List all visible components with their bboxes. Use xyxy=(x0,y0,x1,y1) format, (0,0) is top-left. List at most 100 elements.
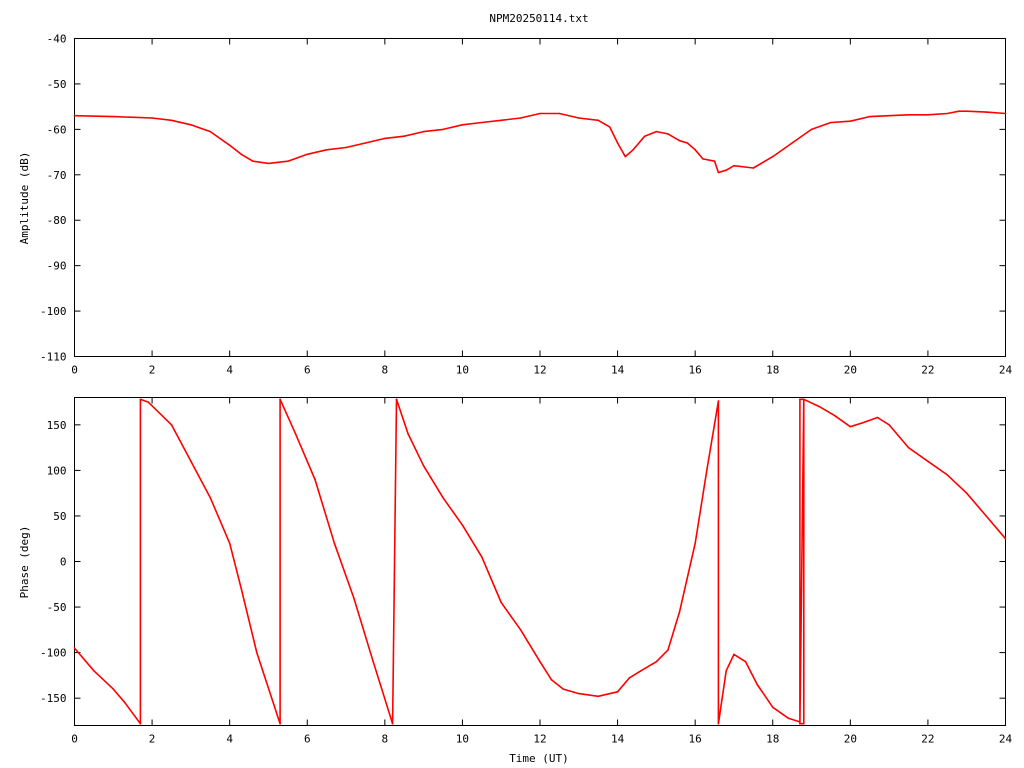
amplitude-data-point xyxy=(539,112,541,115)
amplitude-data-point xyxy=(228,144,231,147)
phase-data-point xyxy=(294,433,297,435)
phase-data-point xyxy=(772,706,774,709)
amplitude-x-tick-label: 4 xyxy=(226,364,233,377)
phase-data-point xyxy=(519,629,522,631)
amplitude-panel: Amplitude (dB) 0 2 4 6 8 10 12 14 16 18 20 22 24-40-… xyxy=(18,33,1012,377)
amplitude-data-point xyxy=(702,158,704,160)
phase-x-tick-label: 4 xyxy=(226,733,233,746)
phase-data-point xyxy=(147,401,149,403)
amplitude-data-point xyxy=(306,153,309,156)
phase-data-point xyxy=(562,688,565,690)
amplitude-data-point xyxy=(632,149,634,151)
phase-plot-frame xyxy=(74,397,1006,726)
phase-data-point xyxy=(907,446,910,449)
amplitude-x-tick-label: 20 xyxy=(844,364,857,377)
phase-data-point xyxy=(640,670,642,672)
phase-data-point xyxy=(985,515,987,517)
phase-data-point xyxy=(240,588,243,590)
amplitude-data-point xyxy=(830,121,832,124)
phase-data-point xyxy=(112,688,115,690)
phase-data-point xyxy=(876,416,879,419)
amplitude-data-point xyxy=(252,160,254,162)
amplitude-data-point xyxy=(209,130,212,133)
amplitude-x-tick-label: 24 xyxy=(999,364,1013,377)
phase-data-point xyxy=(139,398,142,401)
amplitude-data-point xyxy=(461,124,464,126)
amplitude-data-point xyxy=(267,162,270,165)
phase-x-tick-label: 24 xyxy=(999,733,1013,746)
phase-x-tick-label: 20 xyxy=(844,733,857,746)
amplitude-data-point xyxy=(1004,112,1007,115)
amplitude-x-tick-label: 0 xyxy=(71,364,78,377)
phase-data-point xyxy=(787,717,790,719)
amplitude-x-tick-label: 10 xyxy=(456,364,469,377)
amplitude-x-tick-label: 16 xyxy=(689,364,702,377)
phase-data-point xyxy=(422,465,425,467)
amplitude-data-point xyxy=(500,119,503,122)
phase-data-point xyxy=(391,722,394,725)
amplitude-data-point xyxy=(686,142,689,144)
amplitude-data-point xyxy=(655,130,658,133)
phase-data-point xyxy=(597,695,599,698)
amplitude-x-tick-label: 14 xyxy=(611,364,625,377)
amplitude-x-tick-label: 6 xyxy=(304,364,311,377)
phase-data-point xyxy=(279,398,281,401)
phase-data-point xyxy=(442,496,444,499)
phase-data-point xyxy=(717,722,720,725)
phase-data-point xyxy=(500,601,503,604)
phase-data-point xyxy=(539,660,541,663)
phase-data-point xyxy=(333,542,336,545)
amplitude-data-point xyxy=(345,146,347,149)
phase-data-point xyxy=(818,405,821,408)
phase-data-point xyxy=(803,722,805,725)
amplitude-y-tick-label: -90 xyxy=(47,260,67,273)
phase-data-point xyxy=(744,660,747,663)
phase-x-tick-label: 16 xyxy=(689,733,702,746)
phase-x-tick-label: 22 xyxy=(921,733,934,746)
phase-data-point xyxy=(965,492,968,495)
amplitude-x-tick-label: 12 xyxy=(533,364,546,377)
phase-y-axis-label: Phase (deg) xyxy=(18,526,31,599)
phase-data-point xyxy=(655,660,658,663)
amplitude-x-tick-label: 2 xyxy=(149,364,156,377)
amplitude-data-point xyxy=(609,126,611,128)
phase-data-point xyxy=(314,478,316,481)
amplitude-data-point xyxy=(403,135,406,137)
phase-x-tick-label: 8 xyxy=(382,733,389,746)
amplitude-data-point xyxy=(624,155,627,158)
phase-x-tick-label: 2 xyxy=(149,733,156,746)
phase-data-point xyxy=(717,400,720,402)
amplitude-data-point xyxy=(725,169,727,171)
phase-data-point xyxy=(834,414,836,417)
amplitude-y-tick-label: -110 xyxy=(40,351,67,364)
phase-y-tick-label: -100 xyxy=(40,647,67,660)
amplitude-data-point xyxy=(694,149,696,151)
amplitude-data-point xyxy=(112,115,115,118)
phase-data-point xyxy=(799,722,801,725)
amplitude-data-point xyxy=(752,167,755,169)
amplitude-data-point xyxy=(240,153,243,156)
phase-data-point xyxy=(946,474,949,476)
amplitude-data-point xyxy=(868,115,871,118)
amplitude-data-point xyxy=(287,160,289,162)
amplitude-data-point xyxy=(965,110,968,112)
phase-x-tick-label: 12 xyxy=(533,733,546,746)
amplitude-data-point xyxy=(713,160,716,162)
phase-data-point xyxy=(372,660,375,663)
amplitude-y-tick-label: -100 xyxy=(40,305,67,318)
phase-data-point xyxy=(550,679,553,681)
amplitude-data-point xyxy=(616,142,619,144)
phase-data-point xyxy=(616,691,619,693)
amplitude-data-point xyxy=(558,112,561,115)
amplitude-data-point xyxy=(810,128,813,131)
phase-data-point xyxy=(279,722,281,725)
amplitude-data-point xyxy=(384,137,386,140)
amplitude-data-point xyxy=(643,135,646,137)
phase-x-tick-label: 14 xyxy=(611,733,625,746)
phase-data-point xyxy=(803,398,805,401)
amplitude-data-point xyxy=(442,128,444,131)
amplitude-data-point xyxy=(927,114,929,116)
phase-data-point xyxy=(927,460,929,463)
amplitude-x-tick-label: 22 xyxy=(921,364,934,377)
amplitude-data-point xyxy=(667,133,669,135)
